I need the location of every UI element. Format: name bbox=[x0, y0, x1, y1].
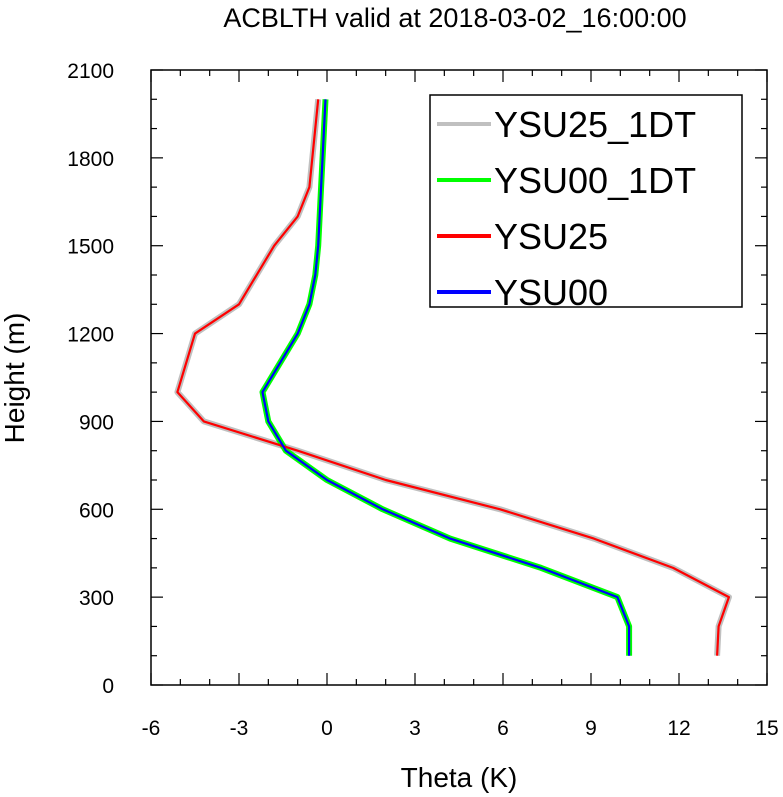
legend-box bbox=[429, 94, 743, 308]
series-line-ysu00 bbox=[261, 99, 631, 656]
legend-label: YSU00_1DT bbox=[494, 160, 696, 201]
series-layer bbox=[174, 99, 732, 656]
series-line-ysu25 bbox=[176, 99, 731, 656]
chart-title: ACBLTH valid at 2018-03-02_16:00:00 bbox=[223, 3, 686, 33]
y-tick-label: 900 bbox=[79, 411, 114, 434]
x-tick-label: 6 bbox=[497, 717, 509, 740]
x-tick-labels: -6 -3 0 3 6 9 12 15 bbox=[142, 717, 779, 740]
x-tick-label: -6 bbox=[142, 717, 161, 740]
x-tick-label: 15 bbox=[755, 717, 778, 740]
legend-label: YSU00 bbox=[494, 272, 608, 313]
y-tick-label: 1500 bbox=[67, 236, 114, 259]
x-tick-label: 9 bbox=[585, 717, 597, 740]
y-tick-labels: 0 300 600 900 1200 1500 1800 2100 bbox=[67, 60, 114, 698]
x-tick-label: 12 bbox=[667, 717, 690, 740]
legend-label: YSU25_1DT bbox=[494, 104, 696, 145]
y-tick-label: 600 bbox=[79, 499, 114, 522]
x-tick-label: -3 bbox=[230, 717, 249, 740]
x-tick-label: 0 bbox=[321, 717, 333, 740]
axis-ticks bbox=[150, 69, 768, 686]
x-tick-label: 3 bbox=[409, 717, 421, 740]
y-tick-label: 2100 bbox=[67, 60, 114, 83]
y-tick-label: 1200 bbox=[67, 324, 114, 347]
x-axis-title: Theta (K) bbox=[401, 762, 518, 793]
plot-frame bbox=[150, 69, 768, 686]
y-tick-label: 0 bbox=[102, 675, 114, 698]
y-tick-label: 1800 bbox=[67, 148, 114, 171]
legend-label: YSU25 bbox=[494, 216, 608, 257]
legend: YSU25_1DT YSU00_1DT YSU25 YSU00 bbox=[429, 94, 743, 313]
y-axis-title: Height (m) bbox=[0, 313, 30, 444]
y-tick-label: 300 bbox=[79, 587, 114, 610]
